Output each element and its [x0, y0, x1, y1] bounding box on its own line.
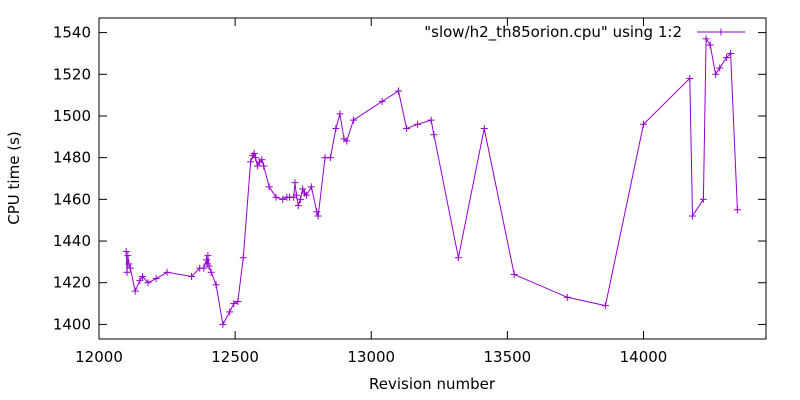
data-point-marker: [207, 268, 215, 276]
data-point-marker: [378, 97, 386, 105]
data-point-marker: [350, 116, 358, 124]
data-point-marker: [291, 179, 299, 187]
data-point-marker: [250, 149, 258, 157]
data-point-marker: [126, 264, 134, 272]
data-point-marker: [403, 124, 411, 132]
x-tick-label: 12500: [211, 348, 259, 366]
data-point-marker: [427, 116, 435, 124]
data-point-marker: [414, 120, 422, 128]
x-tick-label: 14000: [620, 348, 668, 366]
y-tick-label: 1460: [53, 190, 91, 208]
data-point-marker: [727, 49, 735, 57]
data-point-marker: [706, 41, 714, 49]
legend-line-sample: [697, 28, 745, 36]
data-point-marker: [122, 247, 130, 255]
x-axis-title: Revision number: [369, 375, 496, 393]
data-point-marker: [601, 302, 609, 310]
data-point-marker: [723, 54, 731, 62]
data-point-marker: [302, 191, 310, 199]
data-point-marker: [265, 183, 273, 191]
data-point-marker: [234, 297, 242, 305]
data-point-marker: [299, 185, 307, 193]
data-point-marker: [188, 272, 196, 280]
y-tick-label: 1440: [53, 232, 91, 250]
data-point-marker: [204, 252, 212, 260]
y-tick-label: 1540: [53, 24, 91, 42]
data-point-marker: [510, 270, 518, 278]
legend-label: "slow/h2_th85orion.cpu" using 1:2: [424, 23, 682, 42]
data-point-marker: [163, 268, 171, 276]
data-point-marker: [688, 212, 696, 220]
data-point-marker: [219, 320, 227, 328]
x-tick-label: 13500: [484, 348, 532, 366]
x-tick-label: 12000: [75, 348, 123, 366]
data-point-marker: [712, 70, 720, 78]
data-point-marker: [279, 195, 287, 203]
data-point-marker: [205, 262, 213, 270]
data-point-marker: [252, 154, 260, 162]
data-point-marker: [454, 254, 462, 262]
data-point-marker: [152, 275, 160, 283]
data-point-marker: [336, 110, 344, 118]
data-point-marker: [239, 254, 247, 262]
data-point-marker: [716, 64, 724, 72]
y-tick-label: 1480: [53, 149, 91, 167]
data-point-marker: [296, 195, 304, 203]
data-point-marker: [247, 158, 255, 166]
data-point-marker: [139, 272, 147, 280]
data-point-marker: [131, 287, 139, 295]
data-point-marker: [686, 74, 694, 82]
data-point-marker: [203, 256, 211, 264]
data-point-marker: [258, 156, 266, 164]
data-point-marker: [430, 131, 438, 139]
data-point-marker: [226, 308, 234, 316]
data-point-marker: [125, 260, 133, 268]
data-point-marker: [314, 212, 322, 220]
data-point-marker: [332, 124, 340, 132]
data-point-marker: [200, 264, 208, 272]
data-point-marker: [124, 252, 132, 260]
data-point-marker: [212, 281, 220, 289]
data-point-marker: [702, 35, 710, 43]
series-layer: [122, 35, 741, 328]
legend: "slow/h2_th85orion.cpu" using 1:2: [424, 23, 745, 42]
data-point-marker: [123, 268, 131, 276]
data-point-marker: [144, 279, 152, 287]
data-point-marker: [326, 154, 334, 162]
y-tick-label: 1520: [53, 65, 91, 83]
data-point-marker: [307, 183, 315, 191]
data-point-marker: [272, 193, 280, 201]
y-tick-label: 1400: [53, 315, 91, 333]
y-tick-label: 1420: [53, 274, 91, 292]
plot-frame: [98, 17, 767, 340]
data-point-marker: [230, 300, 238, 308]
x-tick-label: 13000: [347, 348, 395, 366]
y-axis-title: CPU time (s): [5, 131, 23, 224]
data-point-marker: [394, 87, 402, 95]
data-point-marker: [343, 137, 351, 145]
data-point-marker: [292, 191, 300, 199]
data-point-marker: [260, 162, 268, 170]
data-point-marker: [480, 124, 488, 132]
data-point-marker: [639, 120, 647, 128]
axis-ticks: 1400 1420 1440 1460 1480 1500 1520 1540 12000 125…: [53, 18, 766, 366]
data-point-marker: [253, 162, 261, 170]
y-tick-label: 1500: [53, 107, 91, 125]
data-point-marker: [294, 202, 302, 210]
data-point-marker: [733, 206, 741, 214]
data-point-marker: [136, 277, 144, 285]
data-point-marker: [699, 195, 707, 203]
data-point-marker: [313, 208, 321, 216]
data-point-marker: [563, 293, 571, 301]
